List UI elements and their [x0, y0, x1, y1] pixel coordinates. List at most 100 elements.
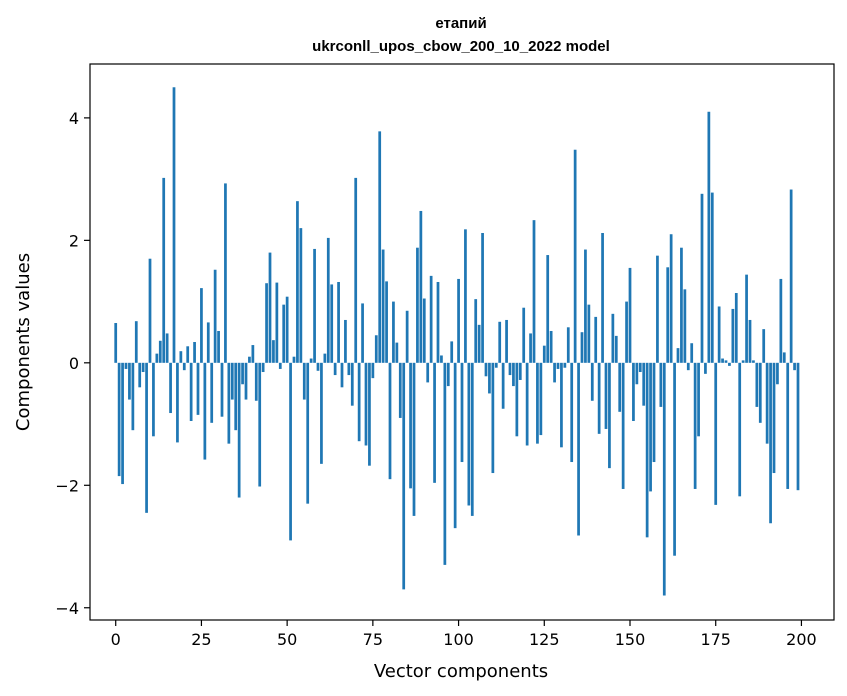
bar-141 — [597, 362, 601, 434]
y-tick-label: −4 — [55, 599, 79, 618]
bar-129 — [556, 362, 560, 369]
bar-123 — [536, 362, 539, 444]
bar-35 — [234, 362, 238, 431]
bar-108 — [484, 362, 488, 377]
bar-21 — [186, 346, 190, 363]
x-axis-ticks: 0 25 50 75 100 125 150 175 200 — [111, 620, 817, 649]
bar-99 — [453, 362, 457, 529]
bar-181 — [734, 293, 738, 363]
bar-156 — [649, 362, 652, 492]
bar-117 — [515, 362, 519, 437]
bar-160 — [662, 362, 666, 596]
bar-75 — [371, 362, 375, 379]
bar-132 — [566, 327, 570, 363]
chart-title-line2: ukrconll_upos_cbow_200_10_2022 model — [312, 38, 610, 55]
bar-184 — [745, 274, 748, 363]
bar-163 — [673, 362, 676, 556]
bar-77 — [378, 131, 382, 363]
bar-127 — [549, 330, 553, 363]
bar-26 — [203, 362, 207, 460]
bar-15 — [165, 333, 169, 363]
bar-190 — [765, 362, 769, 444]
bar-98 — [450, 341, 454, 363]
bar-151 — [632, 362, 635, 421]
bar-164 — [676, 348, 680, 363]
bar-71 — [357, 362, 361, 442]
bar-36 — [237, 362, 241, 498]
bar-48 — [278, 362, 282, 369]
bar-194 — [779, 278, 783, 363]
x-tick-label: 175 — [700, 630, 731, 649]
bar-70 — [354, 177, 358, 363]
x-tick-label: 100 — [443, 630, 474, 649]
bar-112 — [498, 321, 502, 363]
bar-148 — [621, 362, 625, 489]
bar-68 — [347, 362, 351, 376]
plot-frame — [89, 63, 835, 621]
bar-53 — [296, 201, 299, 363]
bar-142 — [601, 233, 604, 363]
y-tick-label: 0 — [69, 354, 79, 373]
bar-172 — [704, 362, 707, 374]
bar-144 — [608, 362, 611, 469]
bar-88 — [416, 247, 419, 363]
bar-5 — [131, 362, 135, 431]
bar-155 — [645, 362, 649, 538]
bar-149 — [625, 301, 628, 363]
x-tick-label: 125 — [529, 630, 560, 649]
bar-165 — [680, 247, 683, 363]
chart-title-line1: етапий — [435, 15, 486, 32]
bar-24 — [196, 362, 200, 415]
bar-44 — [265, 283, 268, 363]
bar-61 — [323, 353, 327, 363]
bar-146 — [614, 335, 618, 363]
bar-106 — [477, 324, 481, 363]
bar-116 — [512, 362, 515, 387]
bar-140 — [594, 316, 598, 363]
bar-59 — [316, 362, 320, 371]
bar-120 — [525, 362, 529, 446]
bar-109 — [488, 362, 491, 394]
bar-176 — [717, 306, 721, 363]
bar-28 — [210, 362, 214, 423]
bar-42 — [258, 362, 262, 487]
bar-135 — [577, 362, 580, 536]
bar-76 — [374, 335, 378, 363]
bar-93 — [433, 362, 436, 483]
bar-113 — [501, 362, 505, 409]
bar-143 — [604, 362, 608, 429]
bar-29 — [213, 269, 217, 363]
bar-2 — [121, 362, 124, 485]
bar-179 — [728, 362, 731, 366]
bar-150 — [628, 267, 632, 363]
bar-7 — [138, 362, 142, 388]
bar-180 — [731, 308, 735, 363]
bar-168 — [690, 343, 694, 363]
bar-185 — [748, 319, 752, 363]
bar-97 — [446, 362, 450, 387]
bar-89 — [419, 210, 423, 363]
bar-195 — [782, 352, 786, 363]
bar-90 — [422, 298, 426, 363]
bar-79 — [385, 281, 388, 363]
bar-131 — [563, 362, 567, 368]
bar-9 — [145, 362, 148, 513]
bar-72 — [361, 303, 364, 363]
bar-62 — [326, 237, 330, 363]
bar-87 — [412, 362, 416, 516]
bar-27 — [206, 322, 210, 363]
bar-100 — [457, 278, 460, 363]
bar-173 — [707, 111, 711, 363]
bar-139 — [590, 362, 594, 401]
bar-166 — [683, 289, 687, 363]
bar-81 — [392, 301, 395, 363]
bar-162 — [669, 234, 673, 363]
y-axis-label: Components values — [13, 253, 34, 431]
bar-196 — [786, 362, 790, 489]
bar-175 — [714, 362, 718, 505]
x-tick-label: 150 — [615, 630, 646, 649]
bar-167 — [686, 362, 690, 371]
bar-41 — [254, 362, 258, 401]
bar-56 — [306, 362, 310, 504]
bar-174 — [710, 192, 714, 363]
